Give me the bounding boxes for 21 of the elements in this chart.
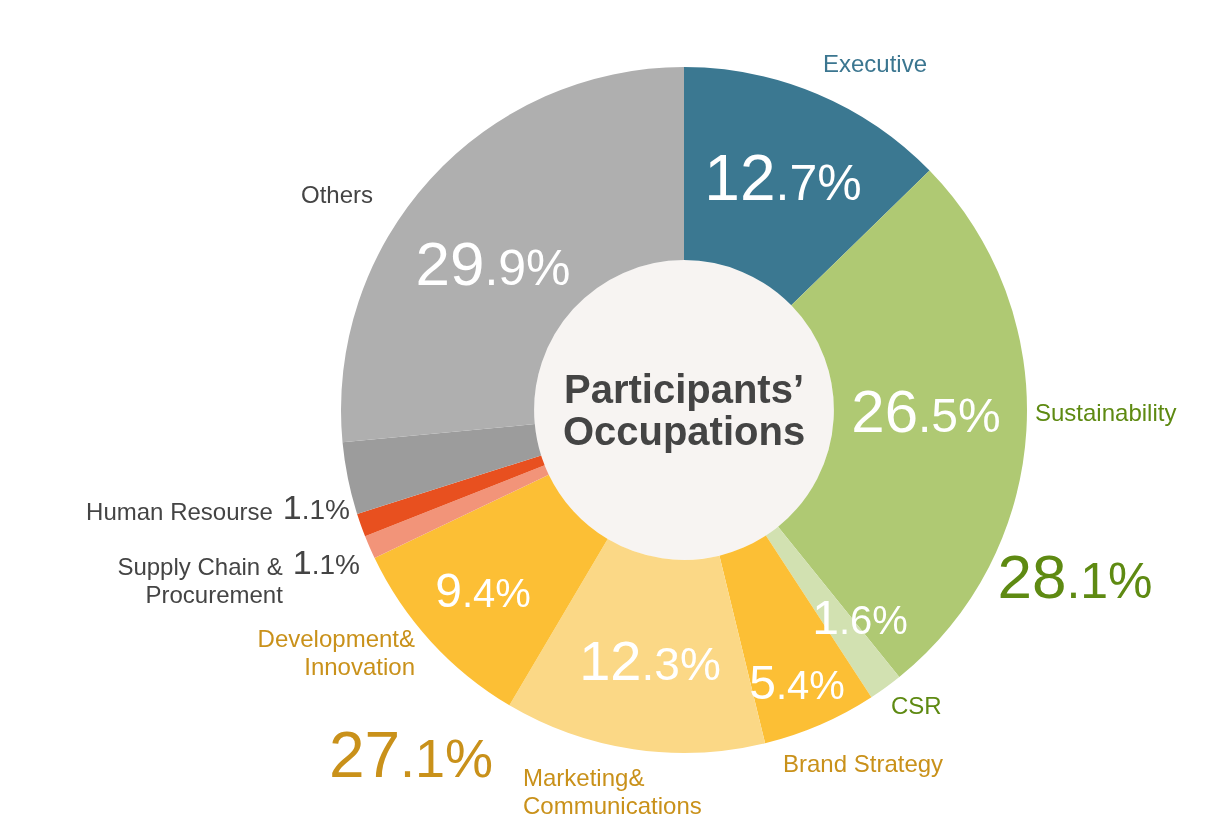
data-label: 5.4% — [749, 656, 845, 709]
data-label: 12.3% — [579, 629, 721, 692]
slice-label: Human Resourse — [86, 498, 273, 525]
slice-label: Others — [300, 181, 373, 208]
data-label: 9.4% — [435, 564, 531, 617]
slice-label: Sustainability — [1035, 399, 1177, 426]
text: 28.1% — [997, 542, 1153, 611]
data-label: 1.1% — [292, 543, 360, 581]
slice-label: CSR — [891, 692, 942, 719]
data-label: 26.5% — [851, 378, 1001, 445]
data-label: 1.6% — [812, 591, 908, 644]
slice-label: Supply Chain & Procurement — [117, 553, 284, 608]
slice-label: Marketing& Communications — [523, 764, 702, 819]
slice-label: Development& Innovation — [257, 625, 415, 680]
text: 27.1% — [328, 719, 494, 791]
slice-label: Executive — [823, 50, 928, 77]
text: Participants’ Occupations — [562, 367, 806, 453]
text: 29.9% — [415, 229, 571, 298]
data-label: 12.7% — [704, 142, 862, 214]
slice-label: Brand Strategy — [783, 750, 944, 777]
data-label: 1.1% — [282, 488, 350, 526]
